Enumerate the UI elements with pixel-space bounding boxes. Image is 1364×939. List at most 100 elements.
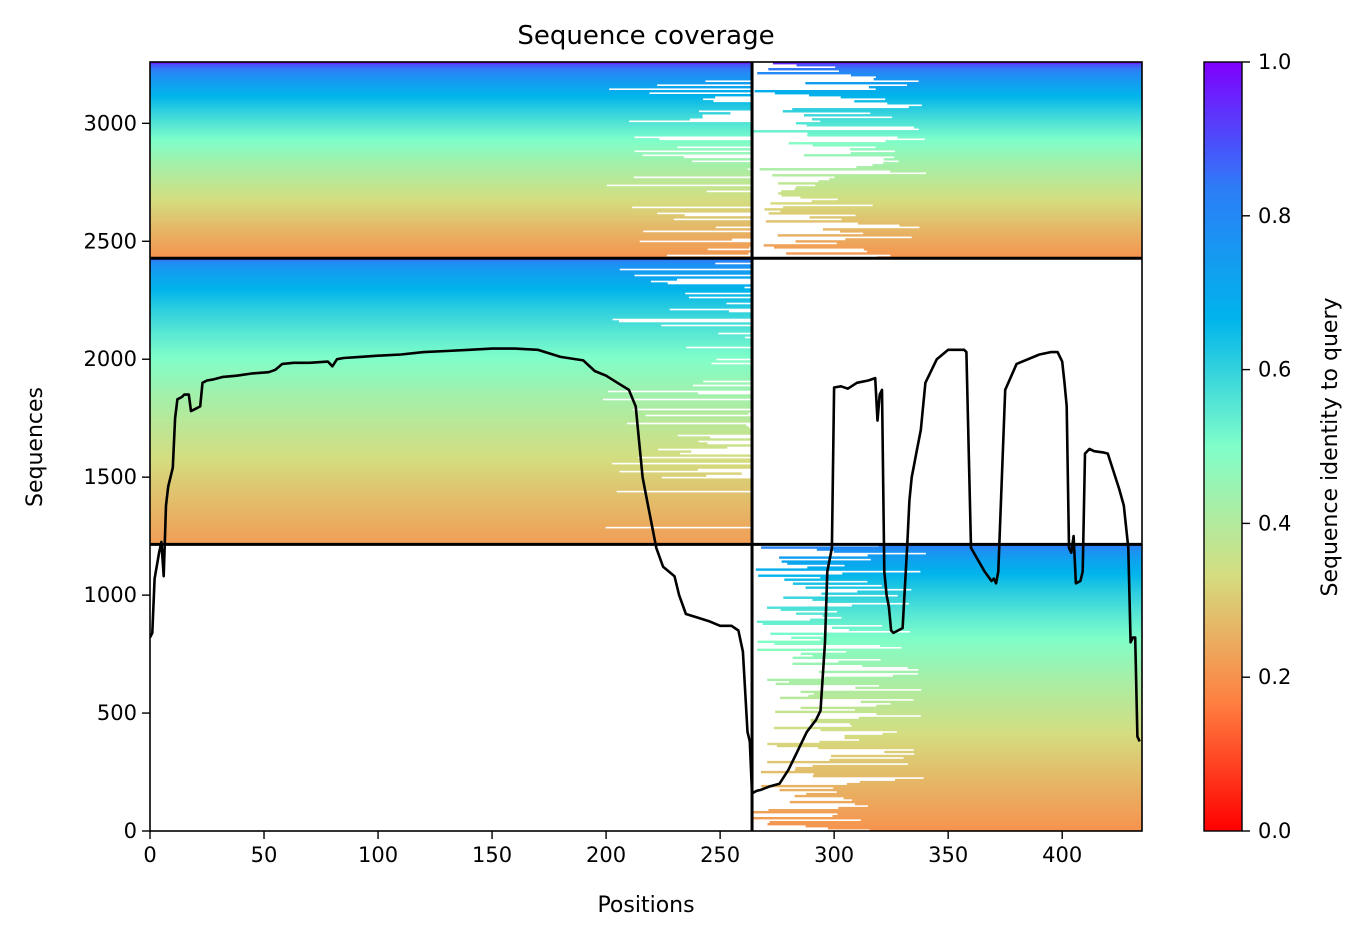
coverage-band: [150, 278, 677, 281]
coverage-band: [150, 178, 752, 181]
coverage-band: [150, 436, 710, 439]
coverage-band: [150, 374, 752, 377]
coverage-band: [150, 262, 716, 265]
coverage-band: [150, 338, 752, 341]
coverage-band: [876, 712, 1142, 716]
y-tick-label: 1500: [84, 465, 137, 489]
coverage-band: [150, 118, 690, 121]
coverage-band: [836, 790, 1142, 794]
coverage-band: [761, 546, 1142, 549]
coverage-band: [801, 652, 1142, 655]
coverage-band: [754, 90, 1142, 93]
coverage-band: [150, 420, 752, 423]
coverage-band: [842, 572, 1142, 575]
coverage-band: [808, 694, 1142, 698]
coverage-band: [925, 552, 1142, 555]
coverage-band: [150, 540, 752, 543]
coverage-band: [150, 150, 635, 153]
coverage-band: [844, 736, 1142, 740]
coverage-band: [825, 600, 1142, 603]
coverage-band: [859, 780, 1142, 784]
coverage-band: [150, 476, 662, 479]
coverage-band: [820, 728, 1142, 732]
coverage-band: [776, 744, 1142, 748]
coverage-band: [150, 292, 686, 295]
coverage-band: [880, 658, 1142, 661]
coverage-band: [150, 96, 716, 99]
coverage-band: [150, 186, 752, 189]
coverage-band: [150, 108, 752, 111]
coverage-band: [805, 82, 1142, 85]
coverage-band: [150, 366, 752, 369]
coverage-band: [822, 614, 1142, 617]
coverage-band: [150, 526, 606, 529]
coverage-band: [820, 120, 1142, 123]
coverage-band: [150, 456, 639, 459]
coverage-band: [150, 482, 752, 485]
coverage-band: [832, 626, 1142, 629]
coverage-band: [903, 756, 1142, 760]
coverage-band: [812, 598, 1142, 601]
coverage-band: [768, 212, 1142, 215]
coverage-band: [854, 100, 1142, 103]
coverage-band: [829, 758, 1142, 762]
coverage-band: [850, 148, 1142, 151]
coverage-band: [764, 208, 1142, 211]
coverage-band: [890, 170, 1142, 173]
coverage-band: [150, 70, 752, 73]
coverage-band: [150, 522, 752, 525]
coverage-band: [150, 268, 620, 271]
coverage-band: [774, 92, 1142, 95]
coverage-band: [150, 502, 752, 505]
coverage-band: [150, 236, 752, 239]
y-axis-ticks: 0 500 1000 1500 2000 2500 3000: [84, 111, 150, 843]
coverage-band: [918, 672, 1142, 676]
coverage-band: [914, 752, 1142, 756]
coverage-band: [816, 548, 1142, 551]
coverage-band: [150, 160, 693, 163]
coverage-band: [840, 230, 1142, 233]
coverage-band: [806, 792, 1142, 796]
coverage-band: [150, 196, 752, 199]
coverage-band: [150, 516, 752, 519]
coverage-band: [150, 88, 610, 91]
coverage-band: [827, 827, 1142, 830]
coverage-band: [150, 214, 685, 217]
colorbar: [1203, 61, 1243, 832]
coverage-band: [857, 590, 1142, 593]
coverage-band: [787, 562, 1142, 565]
coverage-band: [911, 588, 1142, 591]
y-tick-label: 2000: [84, 347, 137, 371]
coverage-band: [150, 156, 684, 159]
coverage-band: [794, 188, 1142, 191]
coverage-band: [844, 734, 1142, 738]
x-tick-label: 100: [358, 843, 398, 867]
coverage-band: [851, 604, 1142, 607]
coverage-band: [767, 606, 1142, 609]
coverage-band: [150, 356, 752, 359]
coverage-band: [884, 750, 1142, 754]
coverage-band: [806, 124, 1142, 127]
coverage-band: [908, 106, 1142, 109]
coverage-band: [150, 200, 752, 203]
coverage-band: [150, 238, 732, 241]
coverage-band: [778, 182, 1142, 185]
coverage-band: [812, 774, 1142, 778]
coverage-band: [150, 312, 752, 315]
coverage-band: [150, 400, 752, 403]
coverage-band: [818, 746, 1142, 750]
coverage-band: [150, 362, 712, 365]
coverage-band: [150, 110, 699, 113]
coverage-band: [834, 550, 1142, 553]
coverage-band: [150, 284, 752, 287]
coverage-band: [150, 474, 707, 477]
coverage-band: [870, 112, 1142, 115]
coverage-band: [838, 806, 1142, 810]
coverage-band: [150, 244, 752, 247]
coverage-band: [838, 660, 1142, 663]
coverage-band: [150, 406, 752, 409]
coverage-band: [796, 612, 1142, 615]
coverage-band: [150, 130, 752, 133]
coverage-band: [150, 158, 752, 161]
